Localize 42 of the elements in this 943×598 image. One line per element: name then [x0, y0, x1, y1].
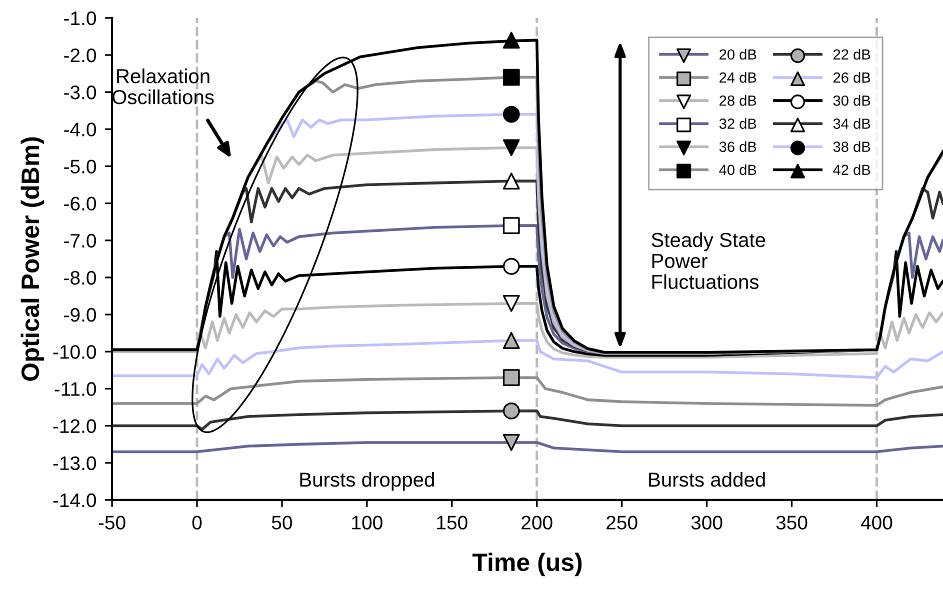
legend-label: 28 dB	[720, 95, 756, 106]
x-tick-label: 150	[437, 516, 468, 530]
y-tick-label: -5.0	[64, 160, 96, 174]
y-tick-label: -10.0	[53, 345, 96, 359]
y-tick-label: -9.0	[64, 308, 96, 322]
y-tick-label: -7.0	[64, 234, 96, 248]
annotation: Steady State Power Fluctuations	[652, 232, 766, 290]
x-tick-label: -50	[98, 516, 126, 530]
y-tick-label: -3.0	[64, 86, 96, 100]
x-tick-label: 200	[522, 516, 552, 530]
x-tick-label: 250	[606, 516, 638, 530]
x-tick-label: 300	[691, 516, 722, 530]
y-tick-label: -12.0	[53, 419, 96, 434]
annotation: Bursts added	[649, 472, 765, 487]
legend-label: 20 dB	[720, 48, 756, 60]
legend-label: 32 dB	[719, 118, 756, 129]
y-axis-title: Optical Power (dBm)	[20, 137, 44, 381]
legend-label: 42 dB	[833, 164, 870, 176]
x-tick-label: 100	[352, 516, 382, 530]
y-tick-label: -13.0	[53, 456, 96, 470]
legend-label: 24 dB	[720, 72, 756, 83]
y-tick-label: -4.0	[64, 122, 96, 136]
legend-label: 40 dB	[719, 164, 756, 176]
x-tick-label: 350	[776, 516, 808, 530]
legend-label: 38 dB	[833, 141, 870, 152]
annotation: Relaxation Oscillations	[112, 68, 214, 104]
y-tick-label: -6.0	[64, 196, 96, 211]
legend-label: 26 dB	[833, 72, 870, 83]
annotation: Bursts dropped	[300, 472, 434, 491]
x-tick-label: 0	[192, 516, 202, 530]
legend-label: 30 dB	[833, 95, 870, 106]
x-tick-label: 50	[272, 516, 292, 530]
y-tick-label: -8.0	[64, 270, 96, 285]
legend-label: 34 dB	[833, 118, 870, 129]
legend-label: 36 dB	[719, 141, 756, 152]
y-tick-label: -14.0	[53, 493, 96, 508]
x-axis-title: Time (us)	[472, 552, 582, 576]
x-tick-label: 400	[860, 516, 892, 530]
legend-label: 22 dB	[833, 48, 870, 60]
y-tick-label: -1.0	[64, 11, 96, 26]
y-tick-label: -2.0	[64, 48, 96, 62]
y-tick-label: -11.0	[54, 382, 96, 396]
